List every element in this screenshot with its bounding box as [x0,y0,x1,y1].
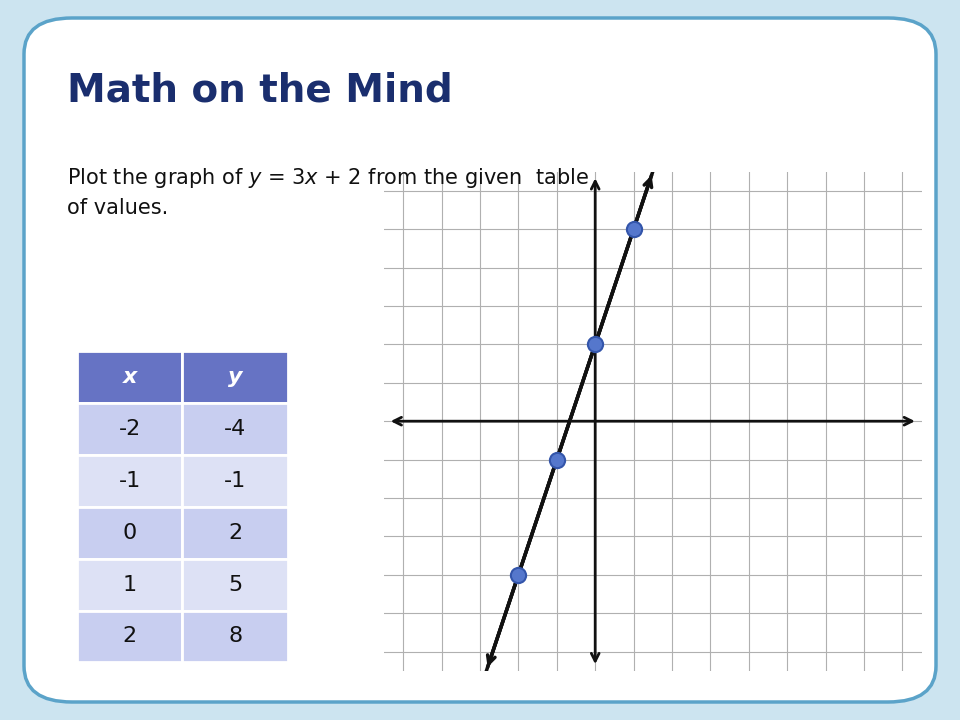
Bar [182,403,288,455]
Text: -1: -1 [224,471,247,491]
Text: y: y [228,367,243,387]
Point [511,569,526,580]
Point [549,454,564,465]
Bar [77,559,182,611]
Text: Math on the Mind: Math on the Mind [67,72,453,110]
Text: -4: -4 [224,419,247,439]
Bar [182,559,288,611]
Text: 2: 2 [123,626,136,647]
Text: 8: 8 [228,626,242,647]
Text: 2: 2 [228,523,242,543]
Bar [182,455,288,507]
Bar [77,403,182,455]
Bar [77,611,182,662]
Bar [182,351,288,403]
Text: 5: 5 [228,575,242,595]
Text: 0: 0 [123,523,136,543]
Text: x: x [123,367,136,387]
Point [588,338,603,350]
Text: 1: 1 [123,575,136,595]
Text: Plot the graph of $y$ = 3$x$ + 2 from the given  table: Plot the graph of $y$ = 3$x$ + 2 from th… [67,166,589,189]
Point [664,108,680,120]
Bar [77,507,182,559]
Bar [77,351,182,403]
Bar [182,611,288,662]
Text: of values.: of values. [67,198,168,218]
Text: -2: -2 [118,419,141,439]
Point [626,223,641,235]
Bar [182,507,288,559]
Bar [77,455,182,507]
Text: -1: -1 [118,471,141,491]
